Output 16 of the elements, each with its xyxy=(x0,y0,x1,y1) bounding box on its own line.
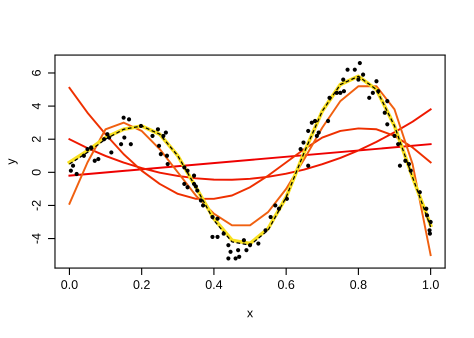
y-tick-label: 6 xyxy=(32,70,41,76)
x-tick-label: 1.0 xyxy=(422,280,439,290)
line-series xyxy=(68,108,432,181)
y-tick-label: 0 xyxy=(32,169,41,176)
x-axis-title: x xyxy=(247,310,254,318)
x-tick-label: 0.4 xyxy=(206,280,222,290)
y-tick-label: 4 xyxy=(32,102,41,110)
y-tick-label: -2 xyxy=(32,200,41,210)
y-tick-label: 2 xyxy=(32,136,41,142)
y-tick-label: -4 xyxy=(32,233,41,244)
line-series xyxy=(68,86,432,200)
x-tick-label: 0.8 xyxy=(350,280,367,290)
x-tick-label: 0.6 xyxy=(278,280,294,290)
y-axis-title: y xyxy=(8,158,18,165)
x-tick-label: 0.0 xyxy=(61,280,78,290)
x-tick-label: 0.2 xyxy=(133,280,150,290)
